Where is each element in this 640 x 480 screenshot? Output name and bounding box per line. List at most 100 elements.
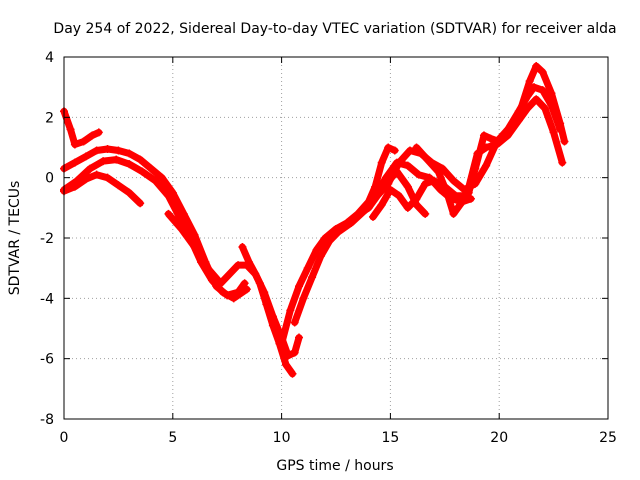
data-point	[532, 95, 541, 104]
data-point	[403, 182, 412, 191]
data-point	[268, 312, 277, 321]
data-point	[240, 279, 249, 288]
data-point	[495, 137, 504, 146]
data-point	[177, 224, 186, 233]
data-point	[81, 175, 90, 184]
data-point	[395, 158, 404, 167]
data-point	[277, 339, 286, 348]
data-point	[377, 200, 386, 209]
data-point	[308, 273, 317, 282]
data-point	[79, 137, 88, 146]
data-point	[464, 188, 473, 197]
data-point	[103, 173, 112, 182]
y-tick-label: 4	[45, 50, 54, 66]
y-axis-label: SDTVAR / TECUs	[7, 181, 23, 296]
data-point	[392, 167, 401, 176]
data-point	[347, 218, 356, 227]
data-point	[92, 170, 101, 179]
data-point	[234, 261, 243, 270]
x-tick-label: 0	[60, 430, 69, 446]
data-point	[456, 200, 465, 209]
data-point	[405, 146, 414, 155]
data-point	[538, 86, 547, 95]
data-point	[251, 270, 260, 279]
axis-ticks: 0 5 10 15 20 25 -8 -6 -4 -2 0 2 4	[40, 50, 617, 446]
data-point	[316, 252, 325, 261]
data-point	[560, 137, 569, 146]
data-point	[549, 128, 558, 137]
data-point	[334, 227, 343, 236]
data-point	[312, 246, 321, 255]
data-point	[92, 146, 101, 155]
data-point	[449, 209, 458, 218]
x-tick-label: 15	[381, 430, 399, 446]
data-point	[216, 279, 225, 288]
data-point	[403, 203, 412, 212]
data-point	[125, 149, 134, 158]
series-line	[291, 159, 475, 326]
data-point	[147, 164, 156, 173]
data-point	[70, 140, 79, 149]
data-point	[99, 157, 108, 166]
data-point	[429, 176, 438, 185]
data-point	[70, 158, 79, 167]
data-point	[281, 360, 290, 369]
data-point	[442, 188, 451, 197]
data-point	[421, 179, 430, 188]
data-point	[103, 145, 112, 154]
data-point	[112, 155, 121, 164]
data-point	[368, 212, 377, 221]
data-point	[421, 209, 430, 218]
x-tick-label: 20	[490, 430, 508, 446]
data-point	[164, 191, 173, 200]
series-arc-6	[164, 209, 304, 360]
data-point	[449, 176, 458, 185]
data-point	[395, 191, 404, 200]
data-point	[125, 188, 134, 197]
data-point	[434, 167, 443, 176]
y-tick-label: 0	[45, 171, 54, 187]
series-line	[60, 171, 144, 207]
data-point	[242, 285, 251, 294]
series-line	[60, 107, 103, 148]
y-tick-label: -2	[40, 231, 54, 247]
y-tick-label: -8	[40, 412, 54, 428]
data-point	[299, 294, 308, 303]
data-point	[175, 212, 184, 221]
series-arc-12	[412, 62, 569, 218]
data-point	[94, 128, 103, 137]
data-point	[86, 164, 95, 173]
data-point	[242, 261, 251, 270]
data-point	[190, 243, 199, 252]
data-point	[138, 167, 147, 176]
data-point	[81, 152, 90, 161]
data-point	[482, 161, 491, 170]
data-point	[88, 131, 97, 140]
data-point	[384, 143, 393, 152]
x-tick-label: 5	[168, 430, 177, 446]
data-point	[203, 264, 212, 273]
data-point	[364, 203, 373, 212]
data-point	[225, 270, 234, 279]
x-tick-label: 10	[273, 430, 291, 446]
series-arc-11	[382, 167, 430, 218]
data-point	[125, 160, 134, 169]
data-point	[70, 182, 79, 191]
series-arc-1	[60, 107, 103, 149]
data-point	[136, 155, 145, 164]
data-point	[355, 209, 364, 218]
data-point	[290, 318, 299, 327]
y-tick-label: -6	[40, 352, 54, 368]
data-point	[136, 199, 145, 208]
data-point	[412, 200, 421, 209]
data-point	[229, 294, 238, 303]
data-point	[288, 369, 297, 378]
data-point	[373, 191, 382, 200]
data-point	[451, 191, 460, 200]
data-point	[516, 104, 525, 113]
data-point	[532, 62, 541, 71]
data-point	[218, 288, 227, 297]
y-tick-label: 2	[45, 110, 54, 126]
data-point	[506, 122, 515, 131]
